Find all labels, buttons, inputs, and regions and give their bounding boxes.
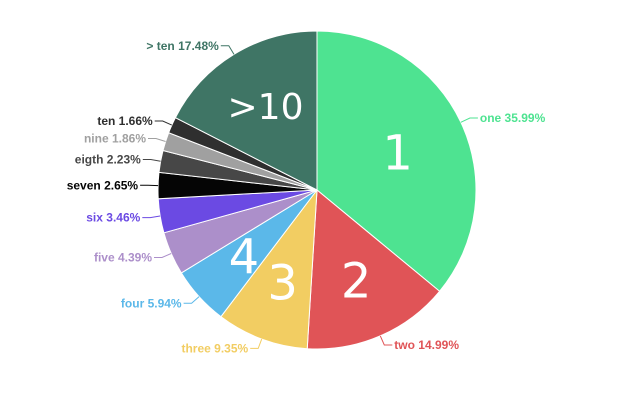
leader-lines	[140, 45, 478, 349]
leader-line-4	[183, 296, 200, 304]
leader-line-5	[154, 253, 172, 258]
pie-slice-11	[174, 30, 318, 191]
pie-slice-1	[316, 30, 477, 292]
leader-line-2	[379, 335, 393, 346]
slice-label-1: one 35.99%	[480, 111, 546, 125]
leader-line-11	[220, 45, 235, 55]
slice-labels: one 35.99% two 14.99% three 9.35% four 5.94…	[67, 39, 546, 356]
slice-label-9: nine 1.86%	[84, 132, 146, 146]
slice-label-6: six 3.46%	[86, 211, 140, 225]
slice-label-10: ten 1.66%	[97, 114, 153, 128]
pie-slice-2	[306, 188, 441, 350]
slice-label-5: five 4.39%	[94, 251, 152, 265]
slice-label-4: four 5.94%	[121, 296, 182, 310]
leader-line-9	[148, 138, 166, 142]
slice-label-7: seven 2.65%	[67, 178, 139, 192]
slice-inner-label-11: >10	[228, 87, 304, 128]
slice-inner-label-4: 4	[229, 229, 260, 285]
slice-label-8: eigth 2.23%	[75, 153, 141, 167]
slice-label-2: two 14.99%	[394, 338, 459, 352]
leader-line-8	[142, 159, 161, 162]
leader-line-10	[154, 120, 173, 126]
slice-inner-labels: 1 234 >10	[228, 87, 413, 312]
pie-slices	[157, 30, 477, 350]
slice-inner-label-1: 1	[382, 125, 413, 181]
slice-inner-label-3: 3	[267, 256, 298, 312]
leader-line-6	[142, 215, 161, 219]
leader-line-3	[250, 338, 263, 349]
pie-slice-3	[220, 188, 318, 350]
slice-label-3: three 9.35%	[181, 341, 248, 355]
slice-label-11: > ten 17.48%	[146, 39, 219, 53]
slice-inner-label-2: 2	[341, 254, 372, 310]
leader-line-1	[460, 117, 478, 123]
